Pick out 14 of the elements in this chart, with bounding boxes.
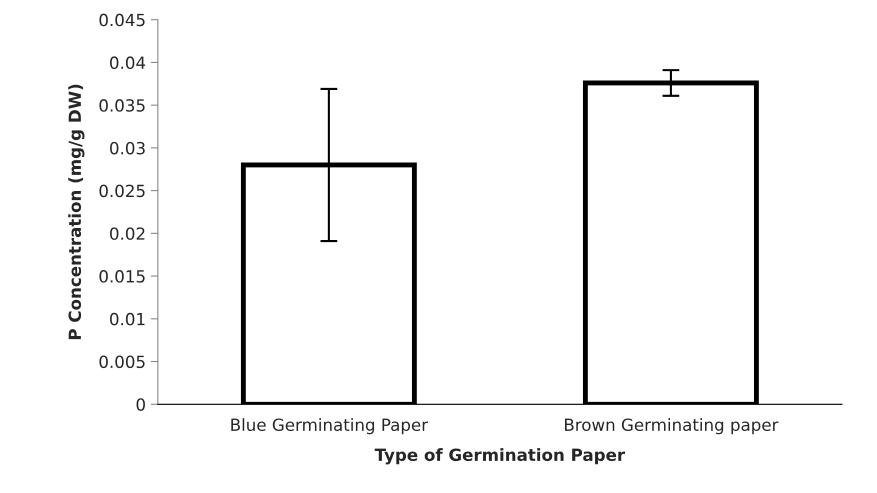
y-tick-label: 0.03	[110, 142, 145, 154]
x-tick-label: Blue Germinating Paper	[231, 418, 428, 434]
x-axis-title: Type of Germination Paper	[374, 448, 626, 464]
x-tick-label: Brown Germinating paper	[565, 418, 778, 434]
y-tick-label: 0.015	[99, 270, 145, 283]
y-tick-label: 0	[136, 398, 145, 411]
y-tick-label: 0.035	[99, 99, 145, 112]
y-tick-label: 0.005	[99, 355, 145, 368]
y-axis-title: P Concentration (mg/g DW)	[68, 84, 84, 340]
y-tick-label: 0.025	[99, 184, 145, 198]
y-tick-label: 0.01	[110, 312, 145, 326]
y-tick-label: 0.04	[110, 56, 146, 70]
y-tick-label: 0.02	[110, 227, 144, 240]
y-tick-label: 0.045	[99, 14, 145, 26]
